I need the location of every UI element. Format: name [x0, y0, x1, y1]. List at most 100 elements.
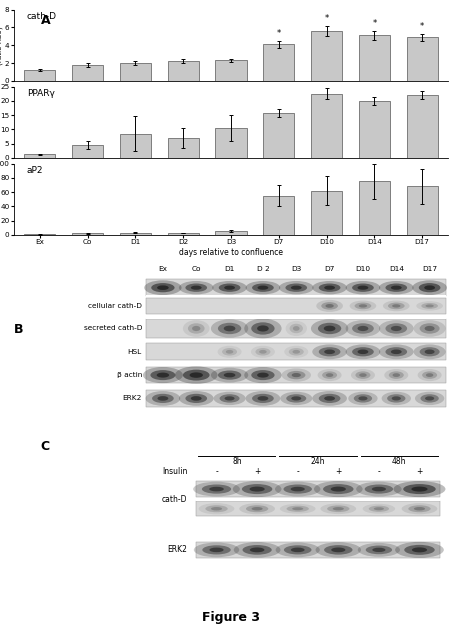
- Ellipse shape: [244, 319, 282, 339]
- Ellipse shape: [346, 281, 380, 294]
- Ellipse shape: [384, 369, 408, 381]
- Ellipse shape: [185, 394, 207, 403]
- FancyBboxPatch shape: [196, 499, 440, 501]
- Bar: [72, 234, 103, 235]
- Ellipse shape: [352, 347, 374, 356]
- Ellipse shape: [246, 281, 280, 294]
- Ellipse shape: [412, 280, 447, 295]
- Bar: [359, 181, 390, 235]
- Text: B: B: [14, 323, 23, 336]
- Ellipse shape: [326, 373, 333, 377]
- Text: β actin: β actin: [116, 372, 142, 378]
- FancyBboxPatch shape: [196, 481, 440, 497]
- FancyBboxPatch shape: [146, 390, 446, 407]
- Ellipse shape: [414, 507, 425, 511]
- Ellipse shape: [402, 503, 437, 515]
- Ellipse shape: [188, 323, 205, 333]
- Ellipse shape: [218, 371, 241, 380]
- Text: +: +: [254, 467, 260, 476]
- Ellipse shape: [252, 394, 274, 403]
- Bar: [216, 231, 246, 235]
- Ellipse shape: [425, 305, 434, 307]
- Ellipse shape: [320, 504, 356, 514]
- Ellipse shape: [391, 285, 402, 290]
- Ellipse shape: [244, 367, 282, 383]
- Ellipse shape: [211, 319, 248, 337]
- Bar: [216, 128, 246, 158]
- Ellipse shape: [257, 325, 269, 332]
- Ellipse shape: [239, 503, 275, 515]
- Ellipse shape: [324, 545, 352, 555]
- Ellipse shape: [157, 285, 169, 290]
- Ellipse shape: [212, 281, 247, 294]
- Text: Co: Co: [192, 266, 201, 271]
- Bar: [168, 233, 199, 235]
- FancyBboxPatch shape: [146, 367, 446, 383]
- Ellipse shape: [425, 396, 434, 401]
- Ellipse shape: [366, 545, 392, 554]
- Text: cath-D: cath-D: [27, 12, 57, 22]
- Ellipse shape: [419, 347, 439, 356]
- Ellipse shape: [312, 391, 347, 406]
- Ellipse shape: [185, 284, 207, 292]
- Ellipse shape: [282, 369, 311, 382]
- Ellipse shape: [351, 369, 375, 381]
- Ellipse shape: [211, 368, 248, 383]
- Ellipse shape: [222, 348, 237, 356]
- Ellipse shape: [357, 285, 368, 290]
- Ellipse shape: [355, 303, 371, 309]
- Ellipse shape: [279, 281, 313, 294]
- Ellipse shape: [422, 371, 437, 379]
- Ellipse shape: [250, 486, 265, 492]
- Ellipse shape: [284, 346, 308, 358]
- Bar: [263, 44, 294, 81]
- Text: cath-D: cath-D: [162, 495, 188, 504]
- Ellipse shape: [289, 348, 304, 356]
- Ellipse shape: [257, 396, 268, 401]
- Ellipse shape: [331, 486, 346, 492]
- Ellipse shape: [284, 545, 312, 554]
- Ellipse shape: [316, 300, 343, 312]
- Ellipse shape: [275, 482, 320, 497]
- Text: C: C: [41, 440, 50, 452]
- Bar: [120, 232, 151, 235]
- Text: *: *: [277, 29, 281, 38]
- Text: -: -: [296, 467, 299, 476]
- Bar: [72, 145, 103, 158]
- Text: secreted cath-D: secreted cath-D: [83, 326, 142, 332]
- FancyBboxPatch shape: [146, 319, 446, 338]
- Ellipse shape: [324, 285, 335, 290]
- Ellipse shape: [144, 280, 182, 295]
- Ellipse shape: [414, 320, 446, 337]
- Ellipse shape: [252, 284, 274, 292]
- Ellipse shape: [291, 487, 305, 492]
- Ellipse shape: [346, 344, 380, 359]
- Ellipse shape: [316, 542, 361, 557]
- Ellipse shape: [158, 396, 169, 401]
- Bar: [311, 93, 342, 158]
- Ellipse shape: [280, 392, 312, 405]
- Text: Ex: Ex: [159, 266, 168, 271]
- Ellipse shape: [251, 346, 275, 358]
- Ellipse shape: [359, 373, 366, 377]
- Ellipse shape: [287, 371, 305, 380]
- Ellipse shape: [424, 285, 435, 290]
- Ellipse shape: [419, 323, 439, 333]
- Ellipse shape: [193, 482, 240, 497]
- Text: +: +: [416, 467, 423, 476]
- Text: aP2: aP2: [27, 166, 43, 175]
- Bar: [359, 35, 390, 81]
- Ellipse shape: [391, 326, 402, 331]
- Ellipse shape: [275, 543, 320, 557]
- Ellipse shape: [246, 391, 280, 406]
- Ellipse shape: [358, 396, 367, 401]
- FancyBboxPatch shape: [146, 298, 446, 314]
- Ellipse shape: [152, 394, 174, 403]
- Text: D10: D10: [356, 266, 371, 271]
- Ellipse shape: [322, 371, 337, 379]
- Ellipse shape: [183, 320, 210, 337]
- Text: ERK2: ERK2: [122, 396, 142, 401]
- Bar: [120, 134, 151, 158]
- Ellipse shape: [379, 344, 414, 359]
- Ellipse shape: [205, 505, 228, 512]
